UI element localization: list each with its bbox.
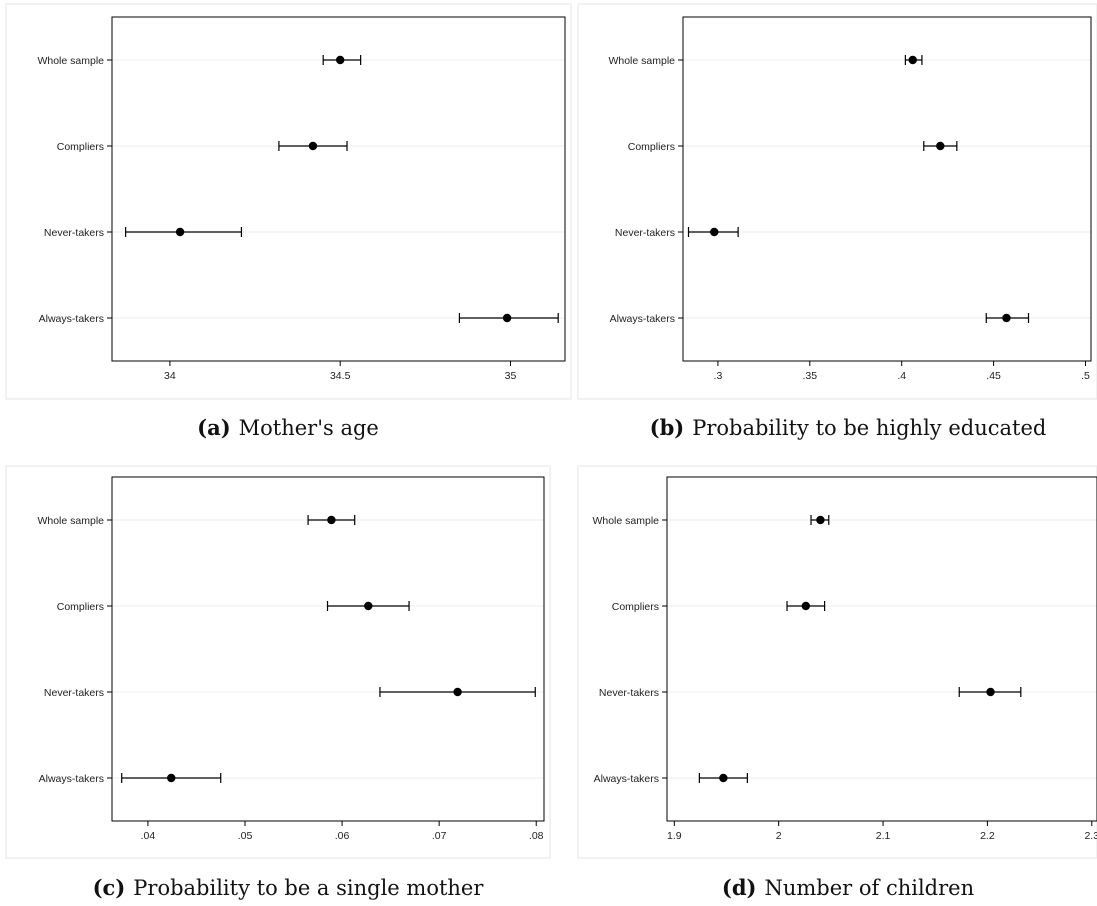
x-tick-label: .08 [529,830,544,842]
x-tick-label: .35 [803,370,818,382]
y-tick-label: Never-takers [44,687,104,699]
point-estimate [502,313,512,323]
point-estimate [175,227,185,237]
panel-background [577,3,1097,400]
x-tick-label: .05 [238,830,253,842]
x-tick-label: 2.2 [980,830,995,842]
point-estimate [327,515,336,525]
y-tick-label: Always-takers [39,773,104,785]
x-tick-label: .4 [897,370,906,382]
panel-d: Whole sample Compliers Never-takers Always-… [577,465,1097,900]
y-tick-label: Whole sample [608,55,675,67]
x-tick-label: 35 [505,370,517,382]
plot-frame [666,476,1097,822]
panel-background [5,3,572,400]
panel-a: Whole sample Compliers Never-takers Always-… [5,3,572,440]
point-estimate [308,141,318,151]
y-tick-label: Always-takers [39,313,104,325]
y-tick-label: Never-takers [44,227,104,239]
x-tick-label: .06 [335,830,350,842]
point-estimate [801,601,811,611]
y-tick-label: Whole sample [37,515,104,527]
caption-text: Mother's age [239,416,379,440]
x-tick-label: .3 [714,370,723,382]
point-estimate [719,773,728,783]
y-tick-label: Compliers [57,601,104,613]
x-tick-label: .45 [986,370,1001,382]
point-estimate [986,687,995,697]
point-estimate [336,55,345,65]
plot-frame [111,16,566,362]
y-tick-label: Whole sample [37,55,104,67]
x-tick-label: 34.5 [330,370,351,382]
panel-background [577,465,1097,859]
y-tick-label: Always-takers [610,313,675,325]
point-estimate [453,687,462,697]
y-tick-label: Compliers [57,141,104,153]
caption-letter: (d) [722,875,757,900]
panel-caption: (d) Number of children [722,875,974,900]
point-estimate [908,55,917,65]
x-tick-label: .04 [141,830,156,842]
point-estimate [167,773,176,783]
point-estimate [710,227,719,237]
caption-letter: (b) [650,415,685,440]
point-estimate [936,141,945,151]
panel-background [5,465,551,859]
caption-text: Number of children [764,876,974,900]
plot-frame [111,476,545,822]
y-tick-label: Compliers [628,141,675,153]
y-tick-label: Never-takers [599,687,659,699]
y-tick-label: Always-takers [594,773,659,785]
y-tick-label: Never-takers [615,227,675,239]
panel-c: Whole sample Compliers Never-takers Always-… [5,465,551,900]
x-tick-label: 34 [164,370,176,382]
point-estimate [1002,313,1011,323]
x-tick-label: 2.1 [876,830,891,842]
x-tick-label: .07 [432,830,447,842]
panel-caption: (a) Mother's age [197,415,379,440]
x-tick-label: 2.3 [1084,830,1097,842]
x-tick-label: 1.9 [667,830,682,842]
point-estimate [816,515,825,525]
y-tick-label: Whole sample [592,515,659,527]
plot-frame [682,16,1092,362]
x-tick-label: 2 [776,830,782,842]
caption-text: Probability to be highly educated [692,416,1046,440]
caption-letter: (a) [197,415,230,440]
panel-b: Whole sample Compliers Never-takers Always-… [577,3,1097,440]
y-tick-label: Compliers [612,601,659,613]
x-tick-label: .5 [1081,370,1090,382]
caption-letter: (c) [93,875,126,900]
panel-caption: (c) Probability to be a single mother [93,875,485,900]
caption-text: Probability to be a single mother [133,876,484,900]
point-estimate [364,601,373,611]
panel-caption: (b) Probability to be highly educated [650,415,1047,440]
